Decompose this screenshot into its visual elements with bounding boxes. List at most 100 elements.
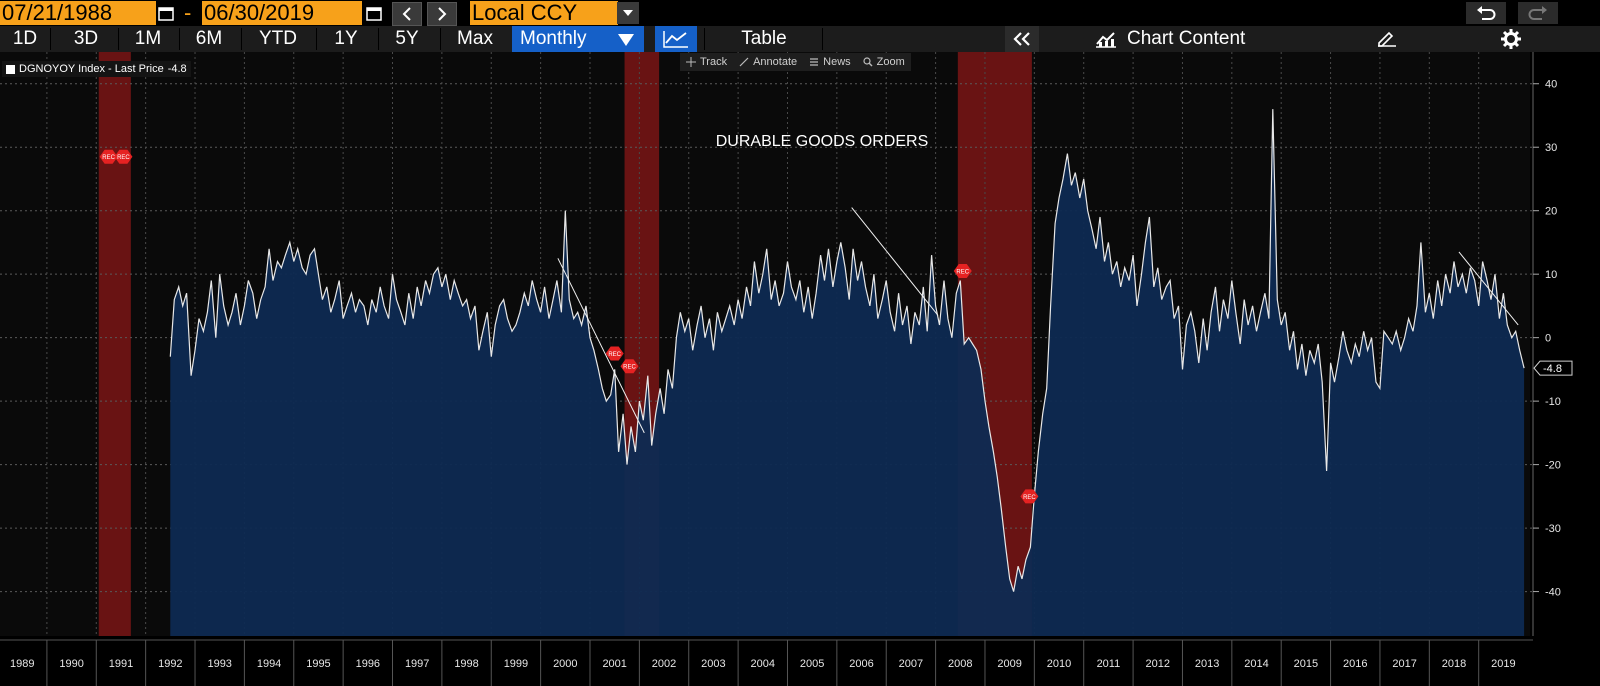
table-view-button[interactable]: Table: [741, 28, 787, 49]
rec-marker-label: REC: [623, 365, 636, 371]
track-tool[interactable]: Track: [686, 56, 727, 68]
news-tool[interactable]: News: [809, 56, 851, 68]
redo-button[interactable]: [1518, 2, 1558, 24]
trend-line: [851, 207, 939, 316]
undo-button[interactable]: [1466, 2, 1506, 24]
y-tick-label: 20: [1545, 206, 1557, 218]
x-tick-label: 2013: [1195, 658, 1219, 670]
track-label: Track: [700, 56, 728, 68]
rec-marker: [99, 149, 118, 164]
period-max-button[interactable]: Max: [457, 28, 493, 49]
news-label: News: [823, 56, 851, 68]
date-range-toolbar: 07/21/1988 - 06/30/2019 Local CCY: [0, 0, 1600, 26]
x-tick-label: 2014: [1244, 658, 1268, 670]
next-period-button[interactable]: [427, 2, 457, 26]
y-tick-label: -10: [1545, 396, 1561, 408]
x-tick-label: 2000: [553, 658, 577, 670]
x-tick-label: 1989: [10, 658, 34, 670]
y-tick-label: 30: [1545, 142, 1557, 154]
x-tick-label: 2012: [1146, 658, 1170, 670]
series-legend[interactable]: DGNOYOY Index - Last Price -4.8: [2, 61, 191, 77]
trend-lines: [557, 207, 1519, 434]
chevron-down-icon: [623, 10, 633, 16]
frequency-dropdown[interactable]: Monthly: [512, 26, 644, 52]
chart-content-label: Chart Content: [1127, 28, 1246, 49]
last-price-value: -4.8: [1543, 363, 1562, 375]
series-area-fill: [170, 109, 1525, 637]
y-tick-label: 10: [1545, 269, 1557, 281]
x-tick-label: 2005: [800, 658, 824, 670]
series-line: [169, 109, 1525, 592]
line-chart-icon: [663, 31, 688, 48]
end-date-field[interactable]: 06/30/2019: [202, 1, 362, 25]
x-tick-label: 2011: [1097, 658, 1121, 670]
x-tick-label: 1992: [158, 658, 182, 670]
x-tick-label: 2002: [652, 658, 676, 670]
period-1y-button[interactable]: 1Y: [334, 28, 358, 49]
period-5y-button[interactable]: 5Y: [395, 28, 419, 49]
period-1m-button[interactable]: 1M: [134, 28, 162, 49]
edit-chart-button[interactable]: [1370, 26, 1404, 52]
x-tick-label: 2004: [751, 658, 775, 670]
redo-icon: [1528, 6, 1547, 20]
rec-marker: [1020, 489, 1039, 504]
rec-marker: [953, 264, 972, 278]
x-tick-label: 1993: [207, 658, 231, 670]
annotate-tool[interactable]: Annotate: [739, 56, 797, 68]
recession-band: [98, 52, 131, 636]
collapse-panel-button[interactable]: [1005, 26, 1039, 52]
x-tick-label: 2009: [997, 658, 1021, 670]
legend-swatch: [6, 64, 15, 74]
rec-marker-label: REC: [117, 155, 130, 161]
end-calendar-icon[interactable]: [366, 5, 382, 21]
chevron-left-icon: [402, 7, 411, 21]
x-tick-label: 1997: [405, 658, 429, 670]
chart-options-toolbar: 1D 3D 1M 6M YTD 1Y 5Y Max Monthly Table …: [0, 26, 1600, 52]
x-tick-label: 1999: [504, 658, 528, 670]
rec-marker-label: REC: [1023, 495, 1036, 501]
x-tick-label: 2007: [899, 658, 923, 670]
currency-select[interactable]: Local CCY: [470, 1, 618, 25]
trend-line: [1458, 251, 1519, 326]
start-date-field[interactable]: 07/21/1988: [0, 1, 156, 25]
start-calendar-icon[interactable]: [158, 5, 174, 21]
x-tick-label: 1998: [454, 658, 478, 670]
rec-marker: [605, 346, 624, 361]
currency-dropdown-button[interactable]: [617, 2, 639, 24]
y-tick-label: -40: [1545, 587, 1561, 599]
period-1d-button[interactable]: 1D: [12, 28, 38, 49]
rec-marker-label: REC: [608, 352, 621, 358]
x-tick-label: 2003: [701, 658, 725, 670]
settings-button[interactable]: [1494, 26, 1528, 52]
y-tick-label: -20: [1545, 460, 1561, 472]
y-axis: 40 30 20 10 0 -10 -20 -30 -40: [1533, 79, 1561, 599]
chart-title: DURABLE GOODS ORDERS: [716, 133, 928, 150]
y-tick-label: 0: [1545, 333, 1551, 345]
x-tick-label: 1996: [356, 658, 380, 670]
chevron-right-icon: [438, 7, 447, 21]
double-chevron-left-icon: [1013, 32, 1030, 46]
pencil-icon: [1378, 31, 1396, 47]
legend-label: DGNOYOY Index - Last Price: [19, 63, 164, 75]
y-tick-label: 40: [1545, 79, 1557, 91]
news-icon: [810, 58, 819, 66]
x-tick-label: 2018: [1442, 658, 1466, 670]
annotate-label: Annotate: [753, 56, 798, 68]
period-3d-button[interactable]: 3D: [73, 28, 99, 49]
y-tick-label: -30: [1545, 523, 1561, 535]
x-tick-label: 1995: [306, 658, 330, 670]
chart-content-button[interactable]: Chart Content: [1043, 26, 1333, 52]
period-ytd-button[interactable]: YTD: [259, 28, 297, 49]
line-chart-view-button[interactable]: [655, 26, 697, 52]
x-tick-label: 1994: [257, 658, 281, 670]
zoom-tool[interactable]: Zoom: [863, 56, 905, 68]
trend-line: [557, 258, 645, 434]
period-6m-button[interactable]: 6M: [195, 28, 223, 49]
chart-content-icon: [1096, 32, 1116, 48]
x-tick-label: 2019: [1491, 658, 1515, 670]
x-tick-label: 2006: [849, 658, 873, 670]
x-tick-label: 2001: [602, 658, 626, 670]
previous-period-button[interactable]: [392, 2, 422, 26]
